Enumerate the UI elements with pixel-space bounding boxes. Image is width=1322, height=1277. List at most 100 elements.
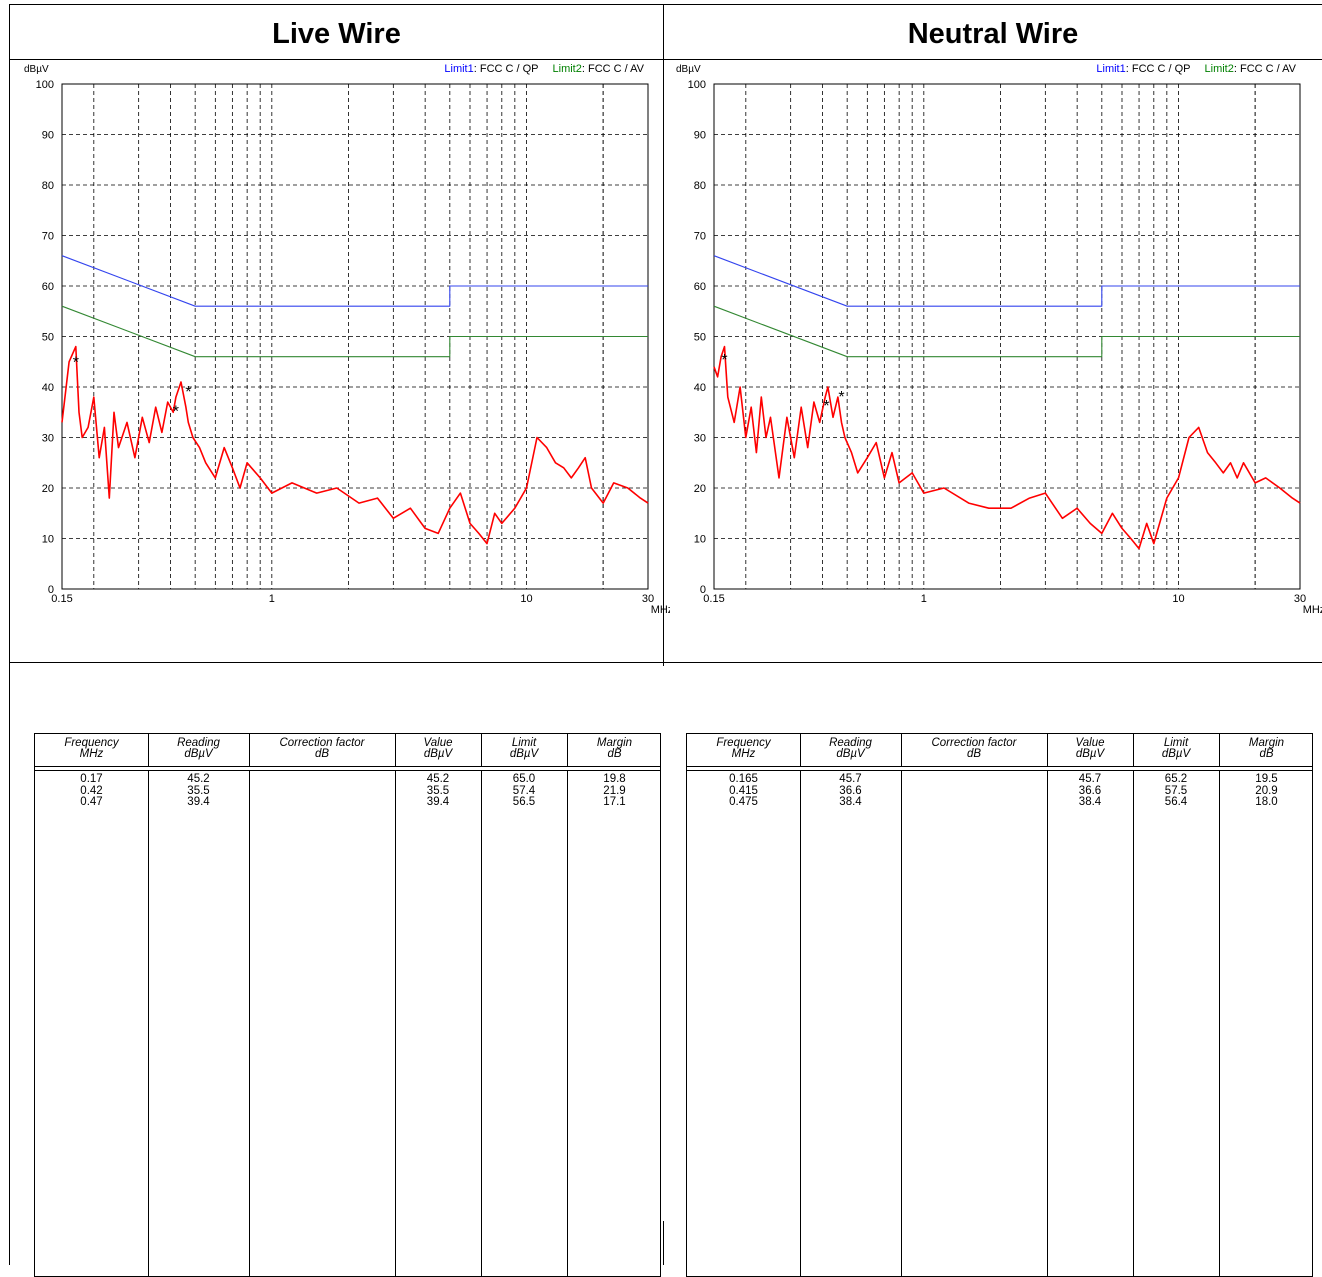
emission-trace	[61, 345, 649, 545]
limit-line-limit2	[713, 305, 1300, 358]
column-divider	[800, 771, 801, 1276]
column-divider	[249, 771, 250, 1276]
table-cell: 65.0	[512, 773, 536, 785]
y-tick-label: 40	[694, 382, 706, 394]
column-divider	[901, 734, 902, 766]
table-cell: 0.165	[729, 773, 758, 785]
live-wire-header: Live Wire	[272, 18, 401, 50]
table-cell	[901, 797, 1047, 809]
table-cell: 0.17	[80, 773, 103, 785]
column-divider	[148, 734, 149, 766]
table-column-values: 0.17 0.42 0.47	[35, 773, 148, 809]
column-divider	[1219, 771, 1220, 1276]
peak-marker: *	[185, 384, 191, 401]
x-axis-unit: MHz	[651, 604, 670, 616]
table-cell: 45.7	[839, 773, 862, 785]
table-column-values: 45.2 35.5 39.4	[395, 773, 481, 809]
table-cell: 20.9	[1255, 784, 1278, 797]
table-header: Frequency MHz Reading dBµV Correction factor…	[35, 734, 660, 767]
x-tick-label: 30	[1294, 593, 1306, 605]
peak-marker: *	[721, 352, 727, 369]
y-tick-label: 100	[688, 79, 706, 91]
table-cell: 45.2	[426, 773, 450, 785]
column-divider	[1047, 734, 1048, 766]
y-tick-label: 90	[694, 130, 706, 142]
peak-marker: *	[73, 355, 79, 372]
live-wire-panel: 0 10 20 30 40 50 60 70 80 90 100 0.15 1 10 30 dBµV MHz Li…	[10, 60, 670, 1277]
table-cell: 39.4	[426, 796, 450, 808]
neutral-wire-panel: 0 10 20 30 40 50 60 70 80 90 100 0.15 1 10 30 dBµV MHz Li…	[662, 60, 1322, 1277]
table-cell: 36.6	[1078, 784, 1102, 797]
table-cell: 65.2	[1164, 773, 1188, 785]
column-header: Reading dBµV	[829, 737, 872, 760]
y-tick-label: 80	[42, 180, 54, 192]
column-divider-top	[663, 4, 664, 666]
column-divider	[1219, 734, 1220, 766]
limit-line-limit2	[61, 305, 648, 358]
table-cell: 45.2	[187, 773, 210, 785]
table-cell: 36.6	[839, 784, 862, 797]
table-cell: 19.8	[603, 773, 626, 785]
table-column-values	[901, 774, 1047, 809]
table-cell: 57.4	[512, 784, 536, 797]
page-border-left	[9, 4, 10, 1265]
table-cell: 38.4	[839, 796, 862, 808]
table-cell: 35.5	[187, 784, 210, 797]
table-cell: 38.4	[1078, 796, 1102, 808]
neutral-wire-header: Neutral Wire	[907, 18, 1079, 50]
y-tick-label: 0	[48, 584, 54, 596]
y-tick-label: 30	[694, 433, 706, 445]
y-tick-label: 100	[36, 79, 54, 91]
neutral-wire-chart: 0 10 20 30 40 50 60 70 80 90 100 0.15 1 10 30 dBµV MHz Li…	[676, 63, 1322, 616]
y-axis-unit: dBµV	[24, 64, 49, 75]
column-divider-bottom	[663, 1221, 664, 1265]
column-divider	[1047, 771, 1048, 1276]
peak-marker: *	[823, 398, 829, 415]
y-tick-label: 90	[42, 130, 54, 142]
table-cell: 57.5	[1164, 784, 1188, 797]
limit-line-limit1	[713, 255, 1300, 307]
table-cell: 56.5	[512, 796, 536, 808]
column-divider	[395, 771, 396, 1276]
table-cell: 21.9	[603, 784, 626, 797]
table-cell: 56.4	[1164, 796, 1188, 808]
x-tick-label: 10	[1172, 593, 1184, 605]
column-divider	[1133, 771, 1134, 1276]
y-tick-label: 20	[42, 483, 54, 495]
live-wire-table: Frequency MHz Reading dBµV Correction factor…	[34, 733, 661, 1277]
legend-entry-limit1: Limit1: FCC C / QP	[444, 63, 538, 75]
column-divider	[800, 734, 801, 766]
x-axis-unit: MHz	[1303, 604, 1322, 616]
column-divider	[481, 771, 482, 1276]
neutral-wire-table: Frequency MHz Reading dBµV Correction factor…	[686, 733, 1313, 1277]
column-header: Margin dB	[596, 737, 633, 760]
table-column-values	[249, 774, 395, 809]
legend-entry-limit1: Limit1: FCC C / QP	[1096, 63, 1190, 75]
table-body: 0.165 0.415 0.475 45.7 36.6 38.4 45.7 36.6 38.4…	[687, 770, 1312, 1276]
y-tick-label: 70	[42, 231, 54, 243]
legend-entry-limit2: Limit2: FCC C / AV	[553, 63, 645, 75]
x-tick-label: 10	[520, 593, 532, 605]
column-header: Frequency MHz	[64, 737, 119, 760]
y-axis-unit: dBµV	[676, 64, 701, 75]
table-header: Frequency MHz Reading dBµV Correction factor…	[687, 734, 1312, 767]
column-divider	[148, 771, 149, 1276]
limit-line-limit1	[61, 255, 648, 307]
live-wire-chart: 0 10 20 30 40 50 60 70 80 90 100 0.15 1 10 30 dBµV MHz Li…	[24, 63, 670, 616]
row-divider	[9, 662, 1322, 663]
y-tick-label: 40	[42, 382, 54, 394]
x-tick-label: 1	[269, 593, 275, 605]
table-cell: 0.47	[80, 796, 103, 808]
table-cell: 39.4	[187, 796, 210, 808]
table-cell: 19.5	[1255, 773, 1278, 785]
peak-marker: *	[838, 389, 844, 406]
table-body: 0.17 0.42 0.47 45.2 35.5 39.4 45.2 35.5 39.4 65.…	[35, 770, 660, 1276]
table-column-values: 19.8 21.9 17.1	[567, 773, 662, 809]
x-tick-label: 0.15	[703, 593, 724, 605]
column-header: Limit dBµV	[509, 737, 539, 760]
column-header: Correction factor dB	[279, 737, 365, 760]
peak-marker: *	[173, 404, 179, 421]
x-tick-label: 1	[921, 593, 927, 605]
column-header: Frequency MHz	[716, 737, 771, 760]
y-tick-label: 50	[42, 332, 54, 344]
